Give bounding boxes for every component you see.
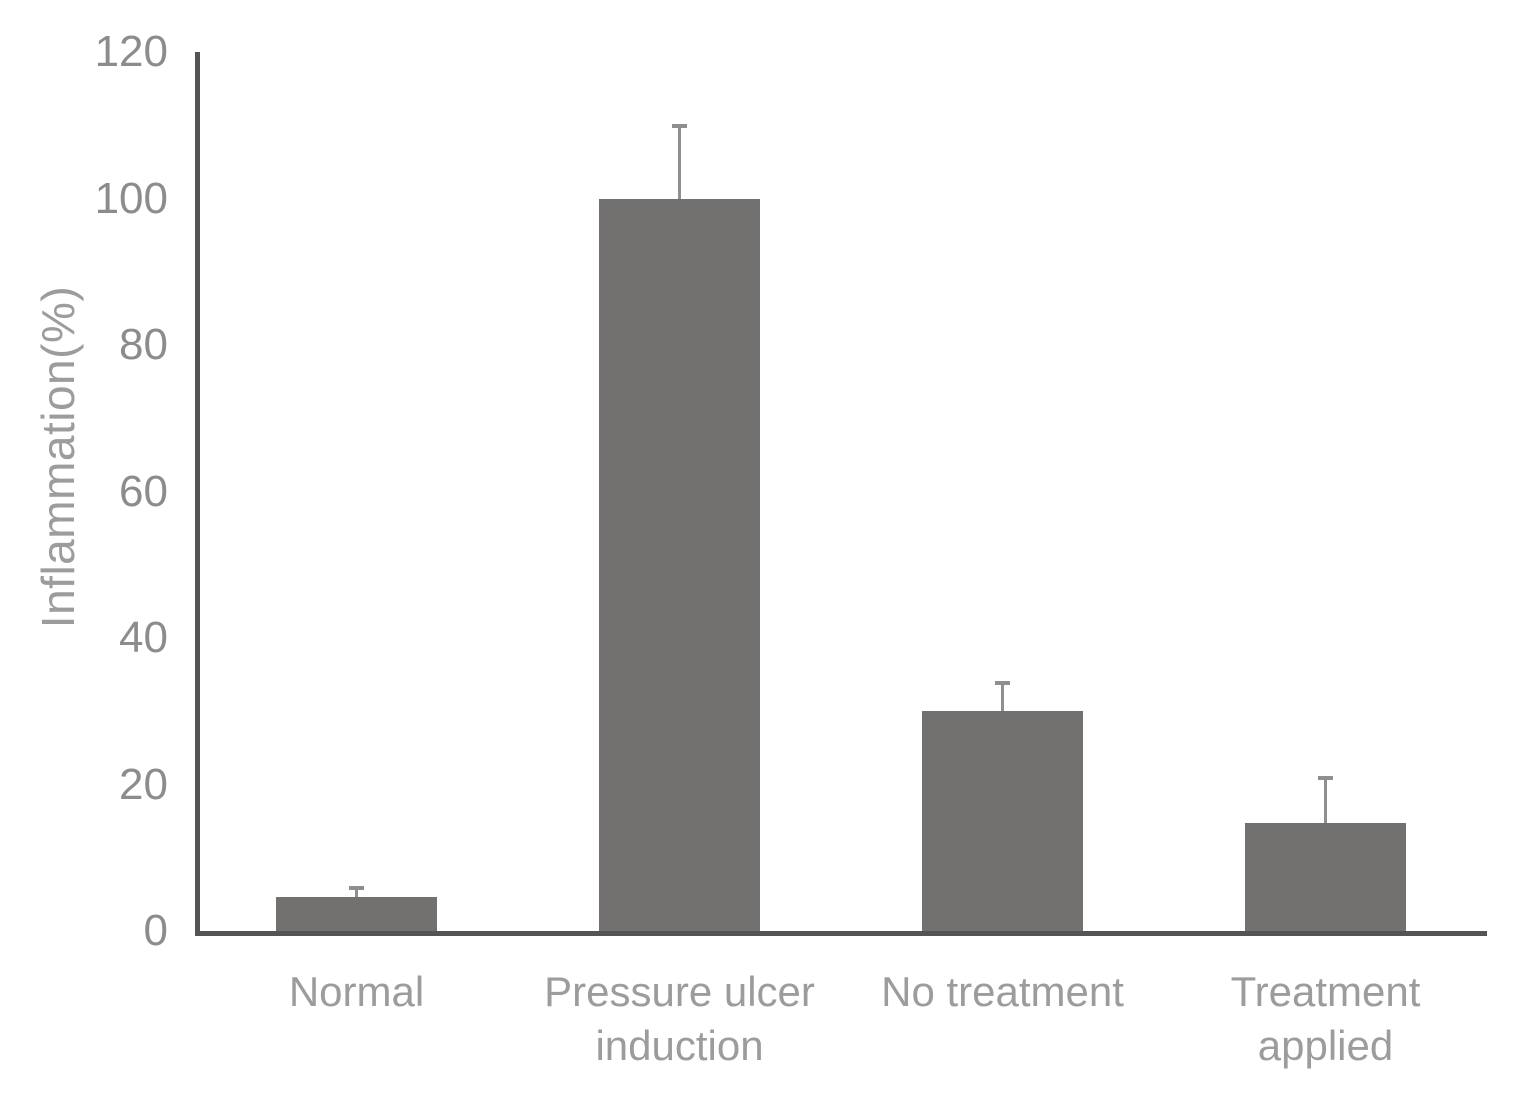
bar-treatment-applied bbox=[1245, 822, 1406, 931]
error-bar-line bbox=[1001, 681, 1004, 712]
y-tick-label: 40 bbox=[119, 613, 168, 662]
error-bar-line bbox=[678, 125, 681, 199]
bar-no-treatment bbox=[922, 711, 1083, 931]
y-tick-label: 20 bbox=[119, 759, 168, 809]
y-axis-line bbox=[195, 52, 200, 936]
bar-normal bbox=[276, 896, 437, 931]
x-category-label: Treatment applied bbox=[1230, 968, 1421, 1069]
error-bar-line bbox=[355, 887, 358, 897]
y-tick-label: 80 bbox=[119, 320, 168, 369]
error-bar-cap bbox=[672, 124, 687, 129]
x-category-label: Normal bbox=[288, 968, 425, 1015]
y-tick-label: 120 bbox=[94, 27, 168, 76]
error-bar-cap bbox=[1318, 776, 1333, 781]
error-bar-cap bbox=[349, 886, 364, 891]
bar-pressure-ulcer-induction bbox=[599, 198, 760, 931]
x-category-label: Pressure ulcer induction bbox=[544, 968, 815, 1069]
y-tick-label: 60 bbox=[119, 466, 168, 516]
y-tick-label: 100 bbox=[94, 173, 168, 223]
y-tick-label: 0 bbox=[143, 906, 168, 955]
x-axis-line bbox=[195, 931, 1487, 936]
x-category-label: No treatment bbox=[881, 968, 1124, 1015]
error-bar-line bbox=[1324, 777, 1327, 823]
error-bar-cap bbox=[995, 680, 1010, 685]
